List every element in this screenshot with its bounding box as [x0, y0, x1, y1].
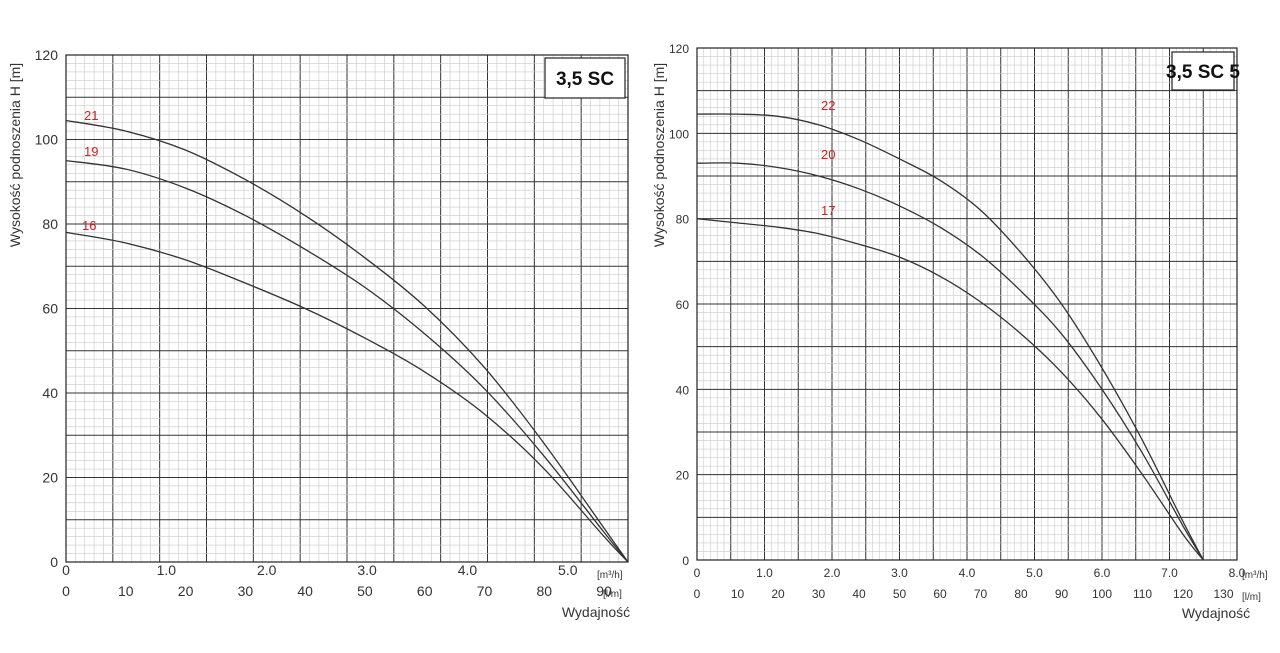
x-secondary-tick-label: 30: [238, 583, 254, 599]
plot-frame: [65, 54, 629, 563]
x-secondary-tick-label: 80: [1014, 587, 1028, 601]
x-secondary-tick-label: 20: [771, 587, 785, 601]
x-secondary-tick-label: 70: [477, 583, 493, 599]
series-label-21: 21: [84, 108, 98, 123]
x-primary-tick-label: 4.0: [458, 562, 478, 578]
x-axis-label: Wydajność: [1182, 605, 1250, 621]
y-tick-label: 120: [669, 42, 689, 56]
x-secondary-tick-label: 70: [974, 587, 988, 601]
curves: 21 19 16: [65, 108, 629, 563]
series-curve-17: [696, 218, 1204, 561]
x-secondary-tick-label: 10: [731, 587, 745, 601]
x-secondary-tick-label: 30: [812, 587, 826, 601]
x-secondary-tick-label: 130: [1213, 587, 1233, 601]
x-primary-tick-label: 8.0: [1229, 566, 1246, 580]
series-curve-21: [65, 119, 629, 563]
x-secondary-tick-label: 10: [118, 583, 134, 599]
series-label-22: 22: [821, 98, 835, 113]
pump-curve-chart-left: 21 19 16 0 20 40 60 80 100 120 0 1.0 2.0 3.0 4.0 5.0 0 1…: [7, 47, 630, 620]
x-secondary-tick-label: 110: [1133, 587, 1152, 601]
x-primary-tick-label: 2.0: [824, 566, 841, 580]
chart-title: 3,5 SC: [556, 69, 614, 90]
x-primary-unit: [m³/h]: [1242, 570, 1268, 581]
y-tick-label: 100: [35, 132, 59, 148]
x-primary-tick-label: 1.0: [157, 562, 177, 578]
y-axis-label: Wysokość podnoszenia H [m]: [652, 63, 667, 247]
y-tick-label: 20: [42, 470, 58, 486]
x-primary-tick-label: 1.0: [756, 566, 773, 580]
y-tick-label: 20: [676, 469, 690, 483]
x-secondary-tick-label: 50: [893, 587, 907, 601]
x-primary-tick-label: 4.0: [959, 566, 976, 580]
y-tick-label: 0: [50, 554, 58, 570]
y-tick-label: 40: [42, 385, 58, 401]
x-secondary-unit: [l/m]: [1242, 592, 1261, 603]
plot-frame: [696, 47, 1238, 561]
x-primary-tick-label: 2.0: [257, 562, 277, 578]
x-primary-tick-label: 5.0: [1026, 566, 1043, 580]
x-axis-label: Wydajność: [562, 604, 630, 620]
y-tick-label: 80: [42, 216, 58, 232]
x-secondary-tick-label: 90: [1055, 587, 1069, 601]
y-axis-label: Wysokość podnoszenia H [m]: [7, 63, 23, 247]
x-primary-tick-label: 6.0: [1094, 566, 1111, 580]
x-primary-tick-label: 0: [62, 562, 70, 578]
x-secondary-tick-label: 90: [596, 583, 612, 599]
x-primary-tick-label: 3.0: [891, 566, 908, 580]
x-primary-tick-label: 3.0: [357, 562, 377, 578]
x-secondary-tick-label: 60: [933, 587, 947, 601]
y-tick-label: 60: [42, 301, 58, 317]
series-label-19: 19: [84, 144, 98, 159]
y-tick-label: 120: [35, 47, 59, 63]
y-tick-label: 40: [676, 383, 690, 397]
chart-title-box: [544, 57, 626, 99]
x-secondary-tick-label: 50: [357, 583, 373, 599]
x-secondary-tick-label: 0: [694, 587, 701, 601]
x-secondary-unit: [l/m]: [603, 589, 622, 600]
x-secondary-tick-label: 100: [1092, 587, 1112, 601]
series-curve-16: [65, 231, 629, 563]
x-primary-unit: [m³/h]: [597, 570, 623, 581]
grid: [696, 47, 1238, 561]
series-label-17: 17: [821, 203, 835, 218]
curves: 22 20 17: [696, 98, 1204, 561]
series-curve-22: [696, 113, 1204, 561]
x-secondary-tick-label: 0: [62, 583, 70, 599]
series-curve-20: [696, 162, 1204, 561]
x-primary-tick-label: 7.0: [1161, 566, 1178, 580]
grid: [65, 54, 629, 563]
series-label-20: 20: [821, 147, 835, 162]
chart-title: 3,5 SC 5: [1166, 62, 1240, 83]
series-curve-19: [65, 159, 629, 563]
x-secondary-tick-label: 80: [537, 583, 553, 599]
x-primary-tick-label: 0: [694, 566, 701, 580]
y-tick-label: 80: [676, 213, 690, 227]
x-secondary-tick-label: 20: [178, 583, 194, 599]
series-label-16: 16: [82, 218, 96, 233]
x-secondary-tick-label: 120: [1173, 587, 1193, 601]
tick-labels: 0 20 40 60 80 100 120 0 1.0 2.0 3.0 4.0 5.0 0 10 20 30 40…: [35, 47, 612, 599]
x-secondary-tick-label: 60: [417, 583, 433, 599]
chart-title-box: [1171, 51, 1235, 91]
y-tick-label: 0: [682, 554, 689, 568]
x-primary-tick-label: 5.0: [558, 562, 578, 578]
y-tick-label: 100: [669, 127, 689, 141]
x-secondary-tick-label: 40: [852, 587, 866, 601]
y-tick-label: 60: [676, 298, 690, 312]
x-secondary-tick-label: 40: [297, 583, 313, 599]
